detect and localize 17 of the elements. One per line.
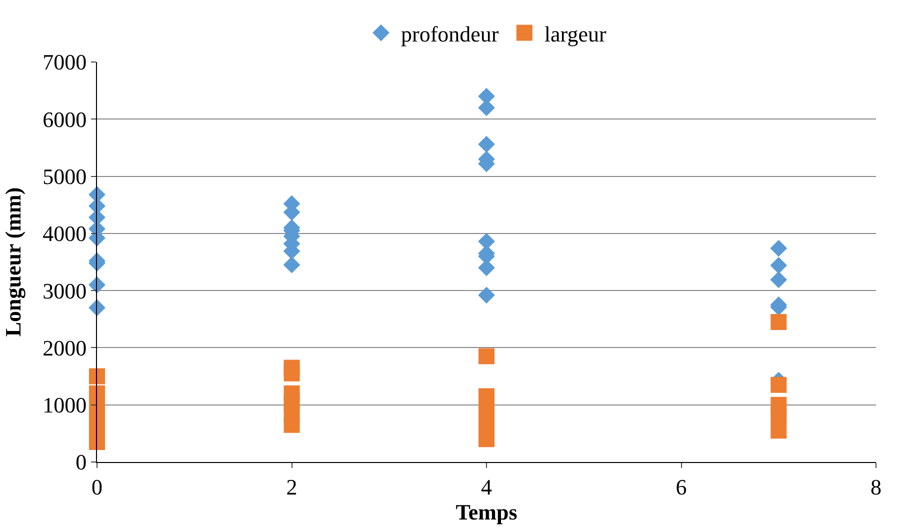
y-axis-title: Longueur (mm) bbox=[0, 187, 26, 337]
y-tick-label: 7000 bbox=[42, 50, 87, 75]
x-axis-title: Temps bbox=[456, 499, 518, 524]
x-tick-label: 2 bbox=[286, 474, 298, 500]
x-tick-label: 6 bbox=[676, 474, 687, 500]
legend-label: largeur bbox=[544, 21, 607, 46]
y-tick-label: 3000 bbox=[42, 278, 87, 304]
y-tick-label: 6000 bbox=[42, 106, 87, 132]
y-tick-label: 2000 bbox=[42, 335, 87, 360]
y-tick-label: 1000 bbox=[42, 392, 87, 418]
y-tick-label: 4000 bbox=[42, 221, 87, 246]
legend-label: profondeur bbox=[401, 21, 500, 46]
x-tick-label: 0 bbox=[92, 474, 102, 500]
x-tick-label: 4 bbox=[481, 474, 492, 500]
y-tick-label: 0 bbox=[76, 450, 87, 475]
x-tick-label: 8 bbox=[870, 474, 882, 500]
y-tick-label: 5000 bbox=[42, 164, 87, 189]
